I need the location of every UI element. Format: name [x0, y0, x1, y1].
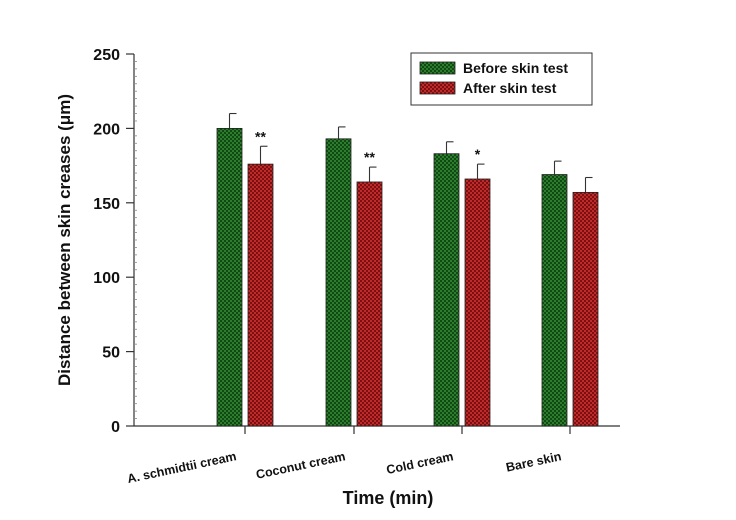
y-axis-label: Distance between skin creases (μm)	[55, 94, 74, 386]
y-tick-label: 0	[111, 419, 120, 436]
bar-before	[433, 153, 460, 427]
y-tick-label: 250	[93, 47, 120, 64]
significance-marker: *	[475, 146, 481, 162]
bar-before	[325, 138, 352, 427]
bar-after	[356, 181, 383, 427]
significance-marker: **	[255, 128, 266, 144]
y-tick-label: 50	[102, 345, 120, 362]
x-axis-label: Time (min)	[343, 488, 434, 508]
bar-after	[247, 163, 274, 427]
bar-before	[216, 127, 243, 427]
bar-after	[572, 191, 599, 427]
significance-marker: **	[364, 149, 375, 165]
bar-after	[464, 178, 491, 427]
x-tick-label: Bare skin	[505, 449, 563, 474]
y-tick-label: 150	[93, 196, 120, 213]
bar-before	[541, 174, 568, 427]
y-tick-label: 100	[93, 270, 120, 287]
y-tick-label: 200	[93, 121, 120, 138]
x-tick-label: A. schmidtii cream	[126, 449, 238, 486]
legend-label-before: Before skin test	[463, 60, 568, 76]
x-tick-label: Coconut cream	[255, 449, 347, 482]
bars: **** *	[216, 112, 599, 427]
legend-label-after: After skin test	[463, 80, 557, 96]
legend: Before skin test After skin test	[410, 52, 593, 106]
x-tick-label: Cold cream	[385, 449, 455, 477]
legend-swatch-after	[419, 81, 456, 95]
legend-swatch-before	[419, 61, 456, 75]
